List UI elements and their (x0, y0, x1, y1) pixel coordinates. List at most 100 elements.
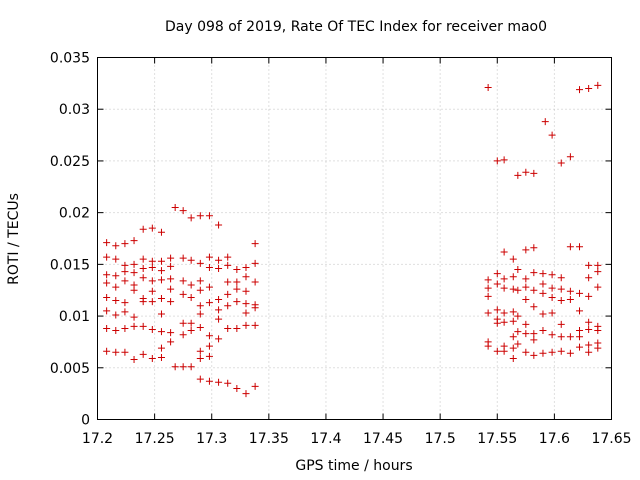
data-point (112, 311, 120, 319)
data-point (566, 296, 574, 304)
data-point (139, 225, 147, 233)
data-point (148, 298, 156, 306)
data-point (251, 382, 259, 390)
data-point (548, 309, 556, 317)
data-point (576, 333, 584, 341)
data-point (251, 304, 259, 312)
data-point (215, 296, 223, 304)
data-point (514, 328, 522, 336)
data-point (205, 253, 213, 261)
data-point (514, 171, 522, 179)
y-tick-label: 0.01 (59, 309, 90, 325)
data-point (121, 268, 129, 276)
data-point (130, 286, 138, 294)
data-point (509, 333, 517, 341)
data-point (557, 320, 565, 328)
data-point (179, 363, 187, 371)
data-point (242, 273, 250, 281)
data-point (157, 344, 165, 352)
data-point (493, 347, 501, 355)
data-point (585, 318, 593, 326)
data-point (179, 331, 187, 339)
data-point (167, 262, 175, 270)
data-point (187, 319, 195, 327)
data-point (548, 284, 556, 292)
data-point (167, 329, 175, 337)
chart-title: Day 098 of 2019, Rate Of TEC Index for r… (165, 19, 547, 35)
data-point (179, 319, 187, 327)
data-point (205, 263, 213, 271)
data-point (167, 275, 175, 283)
data-point (585, 292, 593, 300)
data-point (215, 306, 223, 314)
data-point (548, 271, 556, 279)
data-point (112, 348, 120, 356)
data-point (148, 287, 156, 295)
data-point (179, 254, 187, 262)
data-point (576, 243, 584, 251)
data-point (121, 299, 129, 307)
data-point (130, 237, 138, 245)
data-point (557, 333, 565, 341)
data-point (509, 317, 517, 325)
data-point (139, 350, 147, 358)
data-point (224, 324, 232, 332)
data-point (205, 377, 213, 385)
data-point (576, 289, 584, 297)
data-point (585, 274, 593, 282)
data-point (167, 338, 175, 346)
data-point (522, 246, 530, 254)
data-point (196, 347, 204, 355)
data-point (509, 273, 517, 281)
data-point (167, 285, 175, 293)
data-point (103, 239, 111, 247)
data-point (171, 363, 179, 371)
data-point (557, 297, 565, 305)
data-point (171, 203, 179, 211)
data-point (148, 224, 156, 232)
x-tick-label: 17.4 (310, 431, 341, 447)
data-point (187, 214, 195, 222)
data-point (205, 332, 213, 340)
data-point (196, 323, 204, 331)
data-point (157, 257, 165, 265)
data-point (112, 297, 120, 305)
data-point (130, 322, 138, 330)
data-point (509, 308, 517, 316)
data-point (130, 269, 138, 277)
data-point (585, 341, 593, 349)
data-point (103, 324, 111, 332)
data-point (233, 266, 241, 274)
data-point (594, 283, 602, 291)
data-point (493, 280, 501, 288)
data-point (130, 356, 138, 364)
data-point (500, 156, 508, 164)
data-point (539, 270, 547, 278)
data-point (566, 243, 574, 251)
data-point (530, 303, 538, 311)
x-tick-label: 17.65 (591, 431, 631, 447)
data-point (548, 331, 556, 339)
data-point (500, 248, 508, 256)
data-point (112, 255, 120, 263)
data-point (509, 344, 517, 352)
data-point (196, 259, 204, 267)
data-point (522, 275, 530, 283)
data-point (157, 294, 165, 302)
data-point (585, 85, 593, 93)
data-point (157, 353, 165, 361)
plot-frame (97, 57, 612, 420)
data-point (242, 300, 250, 308)
data-point (215, 315, 223, 323)
data-point (566, 349, 574, 357)
y-tick-label: 0.015 (50, 257, 90, 273)
x-tick-label: 17.6 (539, 431, 570, 447)
data-point (157, 310, 165, 318)
data-point (112, 272, 120, 280)
data-point (594, 81, 602, 89)
data-point (224, 379, 232, 387)
y-tick-label: 0.035 (50, 51, 90, 67)
data-point (500, 318, 508, 326)
x-tick-label: 17.45 (363, 431, 403, 447)
